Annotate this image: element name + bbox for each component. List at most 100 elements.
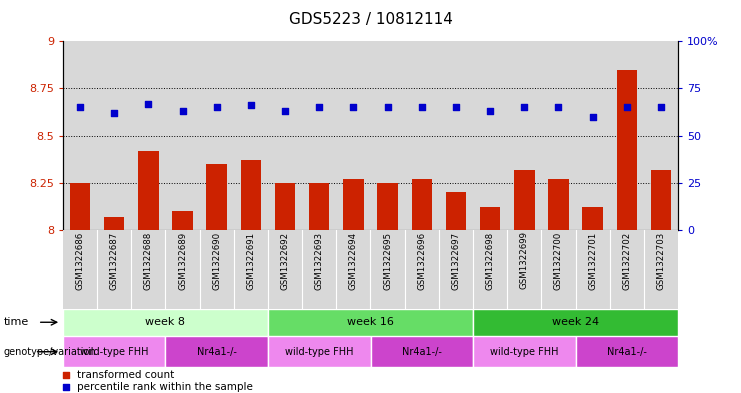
Point xyxy=(587,114,599,120)
Text: GSM1322696: GSM1322696 xyxy=(417,231,426,290)
Text: Nr4a1-/-: Nr4a1-/- xyxy=(402,347,442,357)
Bar xyxy=(268,336,370,367)
Point xyxy=(245,102,257,108)
Point xyxy=(655,104,667,110)
Bar xyxy=(405,230,439,309)
Point xyxy=(74,104,86,110)
Point xyxy=(176,108,188,114)
Text: GDS5223 / 10812114: GDS5223 / 10812114 xyxy=(288,12,453,27)
Text: GSM1322686: GSM1322686 xyxy=(76,231,84,290)
Bar xyxy=(445,192,466,230)
Text: GSM1322703: GSM1322703 xyxy=(657,231,665,290)
Text: GSM1322702: GSM1322702 xyxy=(622,231,631,290)
Bar xyxy=(207,164,227,230)
Bar xyxy=(131,41,165,230)
Bar xyxy=(548,179,568,230)
Text: wild-type FHH: wild-type FHH xyxy=(490,347,559,357)
Text: GSM1322700: GSM1322700 xyxy=(554,231,563,290)
Text: GSM1322690: GSM1322690 xyxy=(212,231,222,290)
Bar xyxy=(234,41,268,230)
Text: Nr4a1-/-: Nr4a1-/- xyxy=(197,347,236,357)
Point xyxy=(313,104,325,110)
Text: week 16: week 16 xyxy=(347,317,394,327)
Point xyxy=(518,104,530,110)
Text: GSM1322701: GSM1322701 xyxy=(588,231,597,290)
Bar xyxy=(234,230,268,309)
Bar xyxy=(268,309,473,336)
Bar xyxy=(309,183,330,230)
Text: GSM1322687: GSM1322687 xyxy=(110,231,119,290)
Point xyxy=(142,100,154,107)
Text: percentile rank within the sample: percentile rank within the sample xyxy=(76,382,253,392)
Bar xyxy=(473,336,576,367)
Bar xyxy=(610,41,644,230)
Bar xyxy=(617,70,637,230)
Bar xyxy=(63,336,165,367)
Text: genotype/variation: genotype/variation xyxy=(4,347,96,357)
Bar xyxy=(131,230,165,309)
Text: GSM1322688: GSM1322688 xyxy=(144,231,153,290)
Text: Nr4a1-/-: Nr4a1-/- xyxy=(607,347,647,357)
Bar xyxy=(582,207,603,230)
Bar xyxy=(610,230,644,309)
Text: week 8: week 8 xyxy=(145,317,185,327)
Point xyxy=(416,104,428,110)
Text: GSM1322694: GSM1322694 xyxy=(349,231,358,290)
Bar xyxy=(104,217,124,230)
Bar xyxy=(370,41,405,230)
Point xyxy=(61,384,73,390)
Bar xyxy=(370,230,405,309)
Bar xyxy=(370,336,473,367)
Bar xyxy=(302,41,336,230)
Bar xyxy=(507,230,542,309)
Point xyxy=(621,104,633,110)
Bar xyxy=(576,336,678,367)
Point xyxy=(279,108,291,114)
Point xyxy=(484,108,496,114)
Bar xyxy=(343,179,364,230)
Text: GSM1322698: GSM1322698 xyxy=(485,231,494,290)
Bar xyxy=(542,230,576,309)
Bar xyxy=(644,41,678,230)
Text: GSM1322697: GSM1322697 xyxy=(451,231,460,290)
Bar xyxy=(514,169,534,230)
Bar xyxy=(302,230,336,309)
Bar xyxy=(165,41,199,230)
Point xyxy=(450,104,462,110)
Text: GSM1322689: GSM1322689 xyxy=(178,231,187,290)
Bar xyxy=(336,41,370,230)
Bar xyxy=(70,183,90,230)
Bar xyxy=(377,183,398,230)
Bar xyxy=(241,160,261,230)
Bar xyxy=(411,179,432,230)
Text: wild-type FHH: wild-type FHH xyxy=(80,347,148,357)
Bar xyxy=(268,230,302,309)
Text: transformed count: transformed count xyxy=(76,370,174,380)
Bar xyxy=(63,309,268,336)
Point xyxy=(61,372,73,378)
Bar xyxy=(473,309,678,336)
Bar xyxy=(97,41,131,230)
Bar xyxy=(63,230,97,309)
Bar xyxy=(644,230,678,309)
Bar xyxy=(405,41,439,230)
Point xyxy=(382,104,393,110)
Bar xyxy=(651,169,671,230)
Bar xyxy=(439,230,473,309)
Bar xyxy=(439,41,473,230)
Bar xyxy=(268,41,302,230)
Bar xyxy=(275,183,296,230)
Bar xyxy=(576,230,610,309)
Text: week 24: week 24 xyxy=(552,317,599,327)
Bar xyxy=(199,230,234,309)
Text: GSM1322692: GSM1322692 xyxy=(281,231,290,290)
Bar xyxy=(165,230,199,309)
Bar xyxy=(473,41,507,230)
Text: GSM1322691: GSM1322691 xyxy=(247,231,256,290)
Point xyxy=(210,104,222,110)
Bar xyxy=(576,41,610,230)
Bar xyxy=(507,41,542,230)
Bar xyxy=(138,151,159,230)
Bar xyxy=(97,230,131,309)
Point xyxy=(108,110,120,116)
